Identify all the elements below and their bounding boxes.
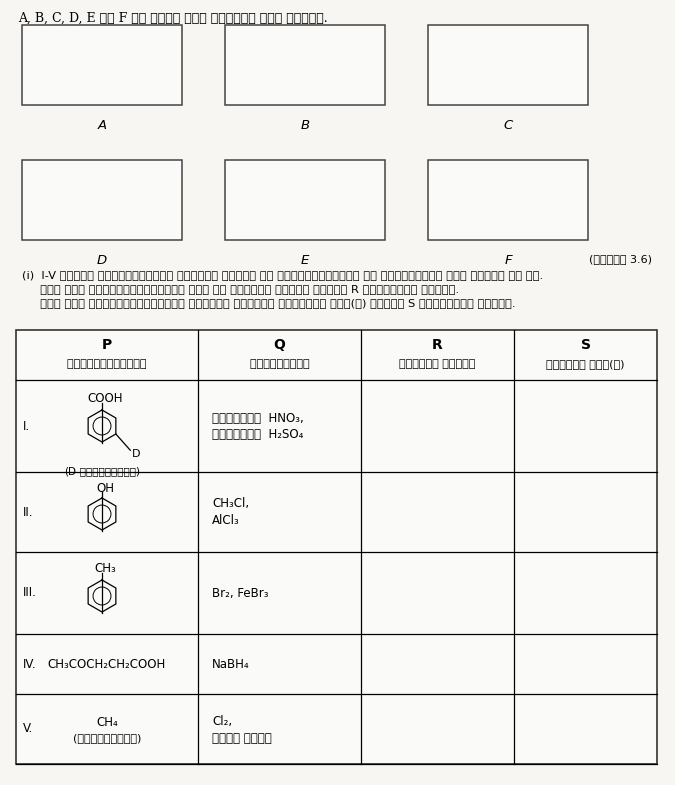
Text: (i)  I-V දක්වා ප්‍රතික්‍රියා හේතුවේ අවශ්ය වන ප්‍රතික්‍රියකල සහ ප්‍රතිකාරක පහත වග: (i) I-V දක්වා ප්‍රතික්‍රියා හේතුවේ අවශ්ය…: [22, 270, 543, 280]
Text: (වායුස්ොත්): (වායුස්ොත්): [73, 733, 141, 743]
Text: (D-ළයුෛර෎යගේ): (D-ළයුෛර෎යගේ): [64, 466, 140, 476]
Bar: [225, 160, 385, 240]
Text: ප්‍රදාන එල්(ය): ප්‍රදාන එල්(ය): [546, 359, 625, 369]
Text: CH₃Cl,: CH₃Cl,: [212, 498, 249, 510]
Text: CH₄: CH₄: [96, 715, 118, 728]
Text: (ලකුණු 3.6): (ලකුණු 3.6): [589, 254, 652, 264]
Text: I.: I.: [23, 419, 30, 433]
Text: CH₃: CH₃: [94, 562, 116, 575]
Text: P: P: [102, 338, 112, 352]
Bar: [225, 25, 385, 105]
Text: Cl₂,: Cl₂,: [212, 714, 232, 728]
Text: NaBH₄: NaBH₄: [212, 658, 250, 670]
Text: D: D: [132, 449, 141, 459]
Bar: [22, 25, 182, 105]
Text: සාන්ද්‍ර  H₂SO₄: සාන්ද්‍ර H₂SO₄: [212, 429, 303, 441]
Text: III.: III.: [23, 586, 37, 600]
Text: D: D: [97, 254, 107, 267]
Text: A, B, C, D, E සහ F වල වැඟය අදල කෝංකන් කුල දක්න්.: A, B, C, D, E සහ F වල වැඟය අදල කෝංකන් කු…: [18, 12, 327, 25]
Bar: [16, 330, 657, 764]
Text: B: B: [300, 119, 310, 132]
Text: COOH: COOH: [87, 392, 123, 405]
Text: IV.: IV.: [23, 658, 36, 670]
Text: V.: V.: [23, 722, 33, 736]
Text: E: E: [301, 254, 309, 267]
Text: හිරු අලිය: හිරු අලිය: [212, 732, 272, 744]
Bar: [428, 160, 588, 240]
Text: AlCl₃: AlCl₃: [212, 514, 240, 528]
Text: ප්‍රතික්‍රියකය: ප්‍රතික්‍රියකය: [68, 359, 146, 369]
Text: C: C: [504, 119, 512, 132]
Text: OH: OH: [96, 482, 114, 495]
Text: S: S: [580, 338, 591, 352]
Text: සාන්ද්‍ර  HNO₃,: සාන්ද්‍ර HNO₃,: [212, 411, 304, 425]
Text: II.: II.: [23, 506, 34, 519]
Bar: [428, 25, 588, 105]
Text: ප්‍රතිකාරක: ප්‍රතිකාරක: [250, 359, 309, 369]
Text: Q: Q: [273, 338, 286, 352]
Text: එක් එක් ප්‍රතික්‍රියාවත් හේතුවේ ප්‍රදාන කාරබනික එල්(ය) වගුවේ S හිරුවෙහී ලියන්.: එක් එක් ප්‍රතික්‍රියාවත් හේතුවේ ප්‍රදාන …: [22, 298, 516, 308]
Text: Br₂, FeBr₃: Br₂, FeBr₃: [212, 586, 269, 600]
Text: CH₃COCH₂CH₂COOH: CH₃COCH₂CH₂COOH: [48, 658, 166, 670]
Text: F: F: [504, 254, 512, 267]
Bar: [22, 160, 182, 240]
Text: එක් එක් ප්‍රතික්‍රියාවත් අදල වන සක්‍රිය ළෂේෂය වගුවේ R හිරුවෙහී ලියන්.: එක් එක් ප්‍රතික්‍රියාවත් අදල වන සක්‍රිය …: [22, 284, 459, 294]
Bar: [16, 330, 657, 764]
Text: A: A: [97, 119, 107, 132]
Text: R: R: [432, 338, 443, 352]
Text: සක්‍රිය ළෂේෂය: සක්‍රිය ළෂේෂය: [400, 359, 476, 369]
